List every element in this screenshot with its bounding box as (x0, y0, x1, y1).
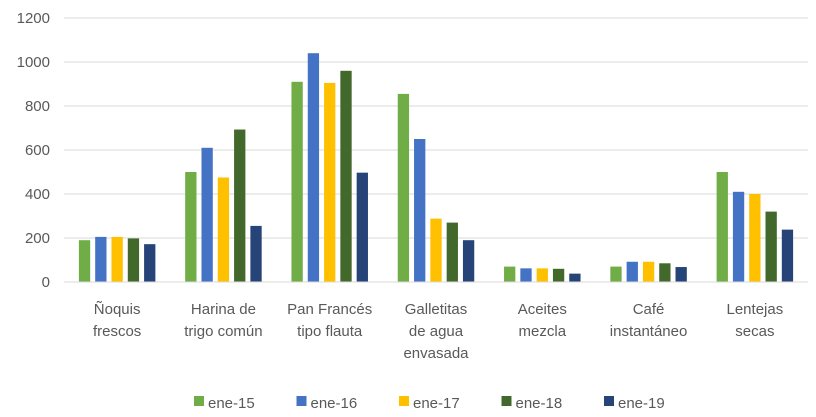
legend-label: ene-17 (413, 395, 460, 412)
legend-swatch-ene-19 (604, 396, 614, 406)
x-category-label: trigo común (184, 323, 262, 340)
bar-ene-18-5 (659, 263, 671, 282)
x-category-label: envasada (403, 345, 469, 362)
bar-ene-16-1 (201, 147, 213, 282)
x-category-label: Galletitas (405, 301, 468, 318)
legend-label: ene-19 (618, 395, 665, 412)
x-category-label: Harina de (191, 301, 256, 318)
x-category-label: Ñoquis (94, 301, 141, 318)
legend-swatch-ene-15 (194, 396, 204, 406)
bar-ene-18-0 (127, 238, 140, 282)
x-category-label: tipo flauta (297, 323, 363, 340)
x-category-label: mezcla (519, 323, 567, 340)
legend-label: ene-16 (311, 395, 358, 412)
bar-ene-19-2 (356, 172, 368, 282)
bar-ene-17-2 (324, 82, 336, 283)
bar-ene-18-4 (552, 268, 565, 282)
bar-ene-16-2 (307, 53, 320, 283)
legend-swatch-ene-16 (296, 396, 307, 406)
bar-ene-18-2 (340, 70, 352, 282)
y-tick-label: 600 (25, 142, 50, 159)
bar-ene-15-3 (397, 93, 410, 283)
bar-ene-16-0 (95, 236, 107, 282)
legend-label: ene-18 (516, 395, 563, 412)
bar-ene-15-0 (78, 240, 91, 282)
bar-ene-16-6 (732, 191, 745, 282)
bar-ene-17-3 (430, 218, 442, 282)
x-category-label: instantáneo (610, 323, 688, 340)
bar-ene-15-6 (716, 172, 728, 282)
y-tick-label: 400 (25, 186, 50, 203)
bar-ene-18-1 (234, 129, 246, 282)
bar-ene-17-4 (536, 268, 548, 282)
legend: ene-15 ene-16 ene-17 ene-18 ene-19 (194, 395, 665, 412)
bars (78, 53, 794, 283)
y-tick-label: 1000 (17, 54, 50, 71)
y-tick-label: 800 (25, 98, 50, 115)
gridlines (64, 17, 808, 239)
x-category-label: Café (633, 301, 665, 318)
x-axis-category-labels: Ñoquis frescos Harina de trigo común Pan Fra… (93, 301, 783, 362)
x-category-label: Lentejas (727, 301, 784, 318)
x-category-label: Aceites (518, 301, 567, 318)
bar-ene-18-6 (765, 211, 777, 282)
bar-ene-15-2 (291, 81, 303, 282)
y-tick-label: 1200 (17, 10, 50, 27)
y-axis-tick-labels: 0 200 400 600 800 1000 1200 (17, 10, 50, 291)
bar-ene-19-5 (675, 267, 687, 282)
bar-ene-19-3 (462, 240, 475, 282)
x-category-label: Pan Francés (287, 301, 372, 318)
x-category-label: de agua (409, 323, 464, 340)
bar-ene-19-0 (144, 244, 156, 282)
bar-ene-17-6 (749, 194, 761, 282)
bar-ene-17-0 (111, 236, 123, 282)
x-category-label: secas (735, 323, 774, 340)
legend-swatch-ene-18 (501, 396, 512, 406)
bar-ene-16-4 (520, 268, 532, 282)
bar-ene-19-4 (569, 273, 581, 282)
bar-ene-16-3 (414, 139, 426, 282)
bar-ene-15-4 (504, 266, 516, 282)
bar-ene-16-5 (626, 261, 638, 282)
bar-ene-17-5 (642, 261, 655, 282)
x-category-label: frescos (93, 323, 141, 340)
y-tick-label: 200 (25, 230, 50, 247)
bar-ene-18-3 (446, 222, 458, 282)
bar-ene-19-6 (781, 229, 794, 282)
legend-swatch-ene-17 (399, 396, 409, 406)
bar-ene-17-1 (217, 177, 230, 282)
bar-ene-19-1 (250, 225, 262, 282)
legend-label: ene-15 (208, 395, 255, 412)
bar-ene-15-1 (185, 172, 197, 282)
bar-ene-15-5 (610, 266, 622, 282)
y-tick-label: 0 (42, 274, 50, 291)
